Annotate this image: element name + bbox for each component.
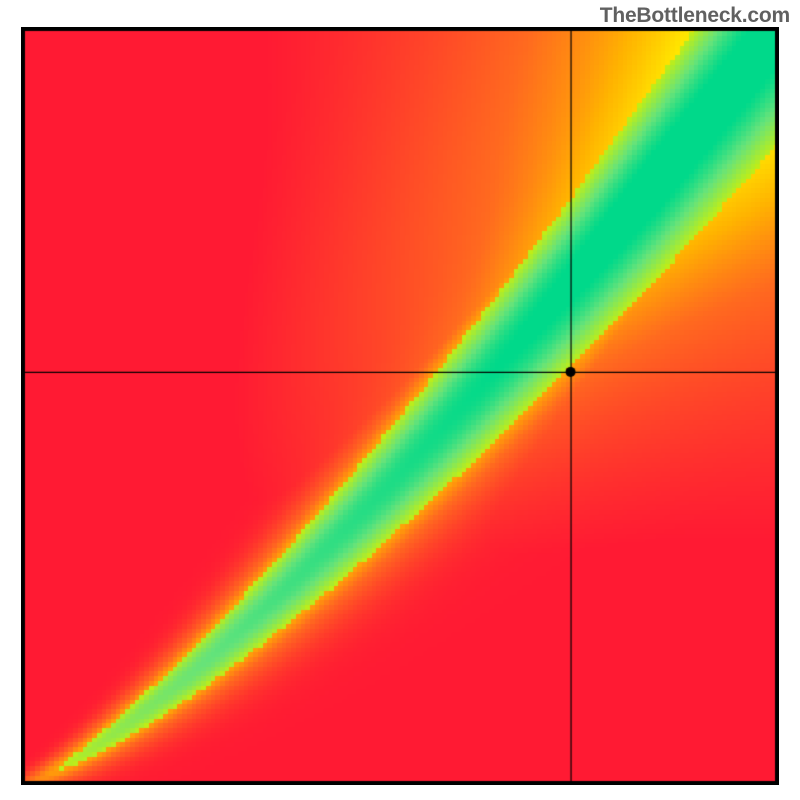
attribution-label: TheBottleneck.com (600, 4, 790, 28)
figure-container: TheBottleneck.com (0, 0, 800, 800)
heatmap-canvas (21, 27, 779, 785)
